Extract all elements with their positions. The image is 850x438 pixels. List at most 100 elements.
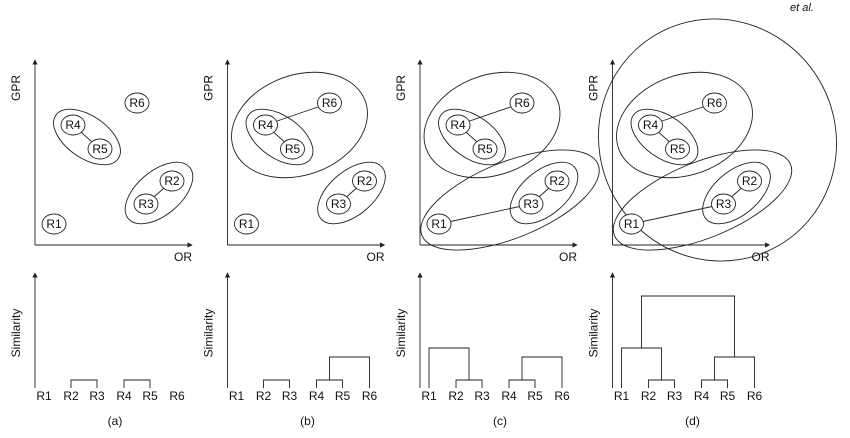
node [665,138,690,160]
node [544,170,570,192]
cluster-outline [598,18,837,262]
caption: (c) [493,414,507,428]
caption: (a) [108,414,123,428]
leaf-label: R3 [474,389,490,403]
leaf-label: R2 [641,389,657,403]
node-label: R2 [549,174,565,188]
link [438,203,532,225]
leaf-label: R6 [362,389,378,403]
cluster-outline [612,149,793,251]
leaf-label: R3 [282,389,298,403]
dendrogram-link [123,379,151,388]
leaf-label: R5 [335,389,351,403]
node-label: R3 [523,197,539,211]
citation: et al. [790,2,814,14]
dendrogram-link [455,379,483,388]
y-axis-label: Similarity [9,309,23,358]
link [631,203,724,225]
x-axis-label: OR [752,250,770,264]
leaf-label: R1 [229,389,245,403]
x-axis-label: OR [174,250,192,264]
cluster-outline [245,108,314,166]
node [445,114,471,136]
node [352,170,377,192]
dendrogram-link [648,379,675,388]
leaf-label: R1 [614,389,630,403]
dendrogram-link [329,356,370,388]
leaf-label: R1 [36,389,52,403]
node-label: R3 [716,197,732,211]
node-label: R4 [258,118,274,132]
node [619,213,644,235]
y-axis-label: Similarity [587,309,601,358]
leaf-label: R6 [554,389,570,403]
node-label: R6 [707,96,723,110]
leaf-label: R5 [142,389,158,403]
node-label: R1 [624,217,640,231]
node [702,92,727,114]
cluster-outline [616,71,753,179]
node [41,213,67,235]
dendrogram-link [714,356,755,388]
node-label: R2 [164,174,180,188]
node [124,92,150,114]
cluster-outline [423,71,561,179]
y-axis-label: GPR [9,75,23,101]
y-axis-label: GPR [587,75,601,101]
node-label: R1 [431,217,447,231]
node-label: R3 [331,197,347,211]
y-axis-label: Similarity [202,309,216,358]
node [60,114,86,136]
dendrogram-link [701,379,728,388]
cluster-outline [231,71,368,179]
cluster-outline [702,161,771,225]
y-axis-label: GPR [202,75,216,101]
dendrogram-link [428,347,470,388]
cluster-outline [509,161,579,225]
caption: (d) [685,414,700,428]
leaf-label: R4 [501,389,517,403]
dendrogram-link [70,379,98,388]
node-label: R4 [450,118,466,132]
node [426,213,452,235]
leaf-label: R4 [116,389,132,403]
node-label: R5 [285,142,301,156]
node [638,114,663,136]
leaf-label: R1 [421,389,437,403]
cluster-outline [630,108,699,166]
cluster-outline [438,108,506,166]
leaf-label: R2 [448,389,464,403]
cluster-outline [317,161,386,225]
leaf-label: R2 [256,389,272,403]
node-label: R6 [514,96,530,110]
dendrogram-link [263,379,290,388]
node [317,92,342,114]
node-label: R2 [742,174,758,188]
leaf-label: R4 [309,389,325,403]
node-label: R3 [138,197,154,211]
dendrogram-link [521,356,563,388]
node-label: R1 [239,217,255,231]
cluster-outline [53,108,121,166]
dendrogram-link [316,379,343,388]
node [133,193,159,215]
leaf-label: R3 [89,389,105,403]
node-label: R6 [322,96,338,110]
node [326,193,351,215]
dendrogram-link [508,379,536,388]
node-label: R5 [670,142,686,156]
leaf-label: R6 [169,389,185,403]
node-label: R5 [477,142,493,156]
leaf-label: R5 [720,389,736,403]
x-axis-label: OR [367,250,385,264]
cluster-outline [420,149,600,251]
node-label: R4 [643,118,659,132]
leaf-label: R4 [694,389,710,403]
node [253,114,278,136]
y-axis-label: GPR [394,75,408,101]
leaf-label: R3 [667,389,683,403]
node [518,193,544,215]
node [234,213,259,235]
